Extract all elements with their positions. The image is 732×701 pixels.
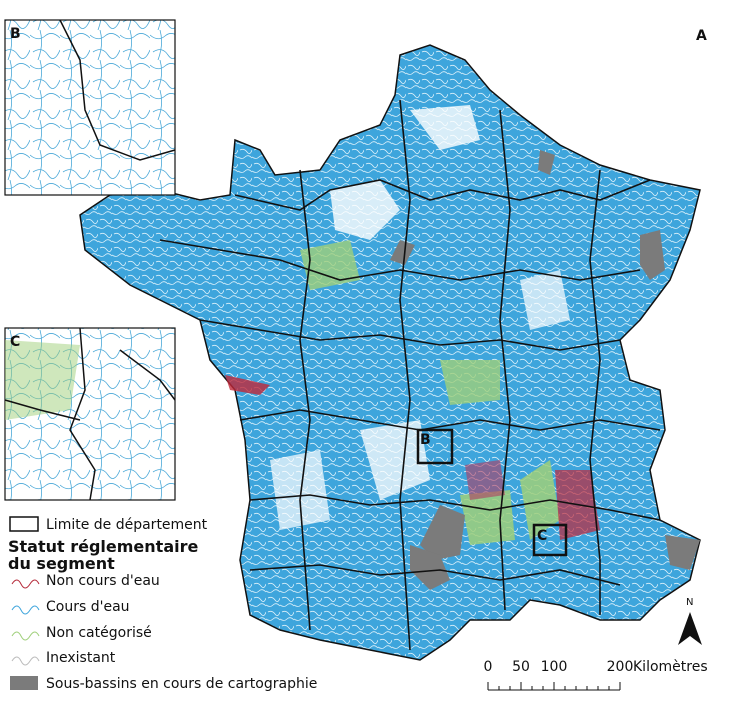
map-box — [532, 523, 568, 557]
legend-label: Inexistant — [46, 650, 116, 666]
legend-swatch — [11, 631, 40, 641]
legend-label: Limite de département — [46, 517, 208, 533]
map-box — [416, 428, 454, 465]
inset-label: B — [10, 26, 21, 42]
legend-swatch — [11, 656, 40, 666]
scale-tick-label: 50 — [512, 659, 530, 675]
scale-tick-label: 0 — [484, 659, 493, 675]
legend-label: Non catégorisé — [46, 625, 152, 641]
north-label: N — [686, 597, 693, 608]
map-box-label: B — [420, 432, 431, 448]
map-box-label: C — [537, 528, 547, 544]
legend-label: Sous-bassins en cours de cartographie — [46, 676, 317, 692]
legend-title: du segment — [8, 554, 115, 573]
inset-label: C — [10, 334, 20, 350]
inset-boundary — [4, 327, 176, 501]
legend-swatch — [11, 579, 40, 589]
panel-label: A — [696, 28, 707, 44]
legend-title: Statut réglementaire — [8, 537, 198, 556]
legend-swatch — [10, 676, 38, 690]
legend-label: Cours d'eau — [46, 599, 130, 615]
scale-tick-label: 200 — [607, 659, 634, 675]
legend-swatch — [11, 605, 40, 615]
map-patches — [225, 105, 700, 590]
legend: Limite de département Statut réglementai… — [8, 516, 317, 692]
inset-patch — [5, 340, 80, 420]
north-arrow — [678, 612, 702, 645]
legend-label: Non cours d'eau — [46, 573, 160, 589]
department-boundaries — [159, 99, 661, 651]
inset-boundary — [59, 19, 176, 161]
legend-swatch — [9, 516, 39, 532]
scale-tick-label: 100 — [541, 659, 568, 675]
scale-bar: Kilomètres 0 50 100 200 — [484, 659, 708, 691]
inset-map — [4, 19, 176, 196]
scale-unit: Kilomètres — [633, 659, 708, 675]
